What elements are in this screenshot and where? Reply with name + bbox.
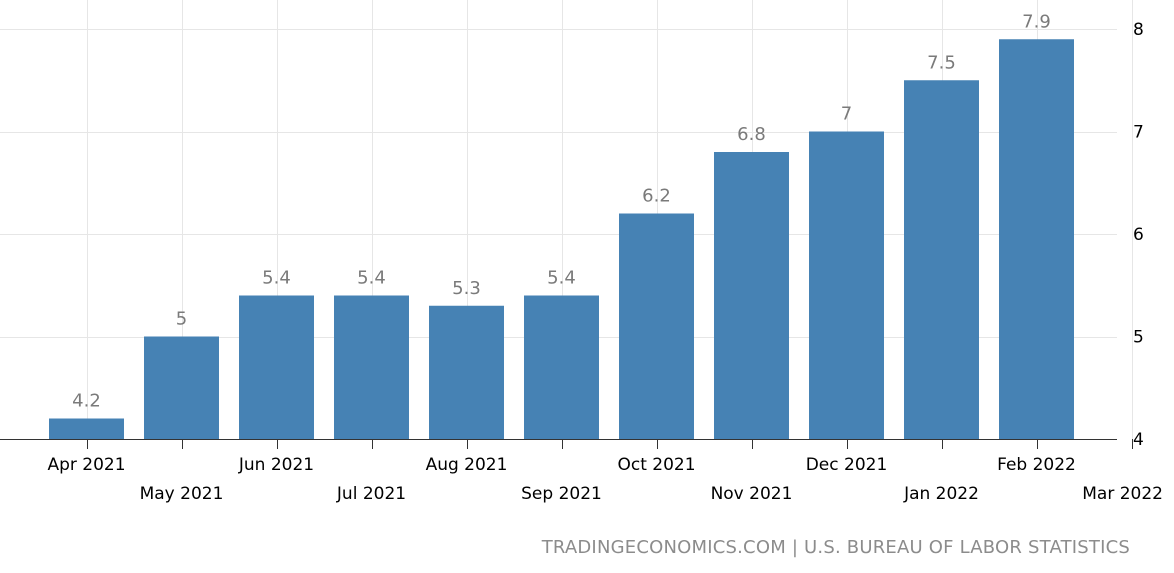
axes: 4 5 6 7 8 Apr 2021 May 2021 Jun 2021 Jul 2021 Aug… [0, 20, 1163, 504]
bar-oct-2021 [619, 213, 694, 439]
x-tick-label: Aug 2021 [426, 455, 508, 475]
data-label: 7.9 [1022, 11, 1051, 32]
bar-may-2021 [144, 336, 219, 439]
x-tick-label: Sep 2021 [521, 484, 602, 504]
data-label: 5.4 [262, 268, 291, 289]
x-tick-label: Dec 2021 [806, 455, 888, 475]
x-tick-label: Oct 2021 [617, 455, 695, 475]
y-tick-label: 4 [1133, 430, 1144, 450]
bars [49, 39, 1074, 439]
data-label: 7 [841, 104, 852, 125]
source-attribution: TRADINGECONOMICS.COM | U.S. BUREAU OF LA… [541, 537, 1130, 558]
bar-apr-2021 [49, 418, 124, 439]
y-tick-label: 5 [1133, 328, 1144, 348]
x-tick-label: Jul 2021 [336, 484, 406, 504]
bar-dec-2021 [809, 131, 884, 439]
y-tick-label: 6 [1133, 225, 1144, 245]
x-tick-label: Mar 2022 [1082, 484, 1163, 504]
bar-sep-2021 [524, 295, 599, 439]
bar-jan-2022 [904, 80, 979, 439]
data-label: 6.2 [642, 186, 671, 207]
x-tick-label: Nov 2021 [711, 484, 793, 504]
y-tick-label: 8 [1133, 20, 1144, 40]
x-tick-label: Jan 2022 [903, 484, 979, 504]
data-label: 6.8 [737, 124, 766, 145]
x-tick-label: May 2021 [140, 484, 224, 504]
bar-aug-2021 [429, 305, 504, 439]
x-tick-label: Jun 2021 [238, 455, 314, 475]
data-label: 7.5 [927, 52, 956, 73]
x-tick-label: Apr 2021 [47, 455, 125, 475]
bar-jul-2021 [334, 295, 409, 439]
y-tick-label: 7 [1133, 123, 1144, 143]
bar-nov-2021 [714, 152, 789, 439]
bar-feb-2022 [999, 39, 1074, 439]
data-label: 5.4 [547, 268, 576, 289]
x-tick-label: Feb 2022 [997, 455, 1076, 475]
data-labels: 4.2 5 5.4 5.4 5.3 5.4 6.2 6.8 7 7.5 7.9 [72, 11, 1051, 411]
data-label: 5 [176, 309, 187, 330]
bar-jun-2021 [239, 295, 314, 439]
data-label: 5.3 [452, 278, 481, 299]
data-label: 4.2 [72, 391, 101, 412]
data-label: 5.4 [357, 268, 386, 289]
